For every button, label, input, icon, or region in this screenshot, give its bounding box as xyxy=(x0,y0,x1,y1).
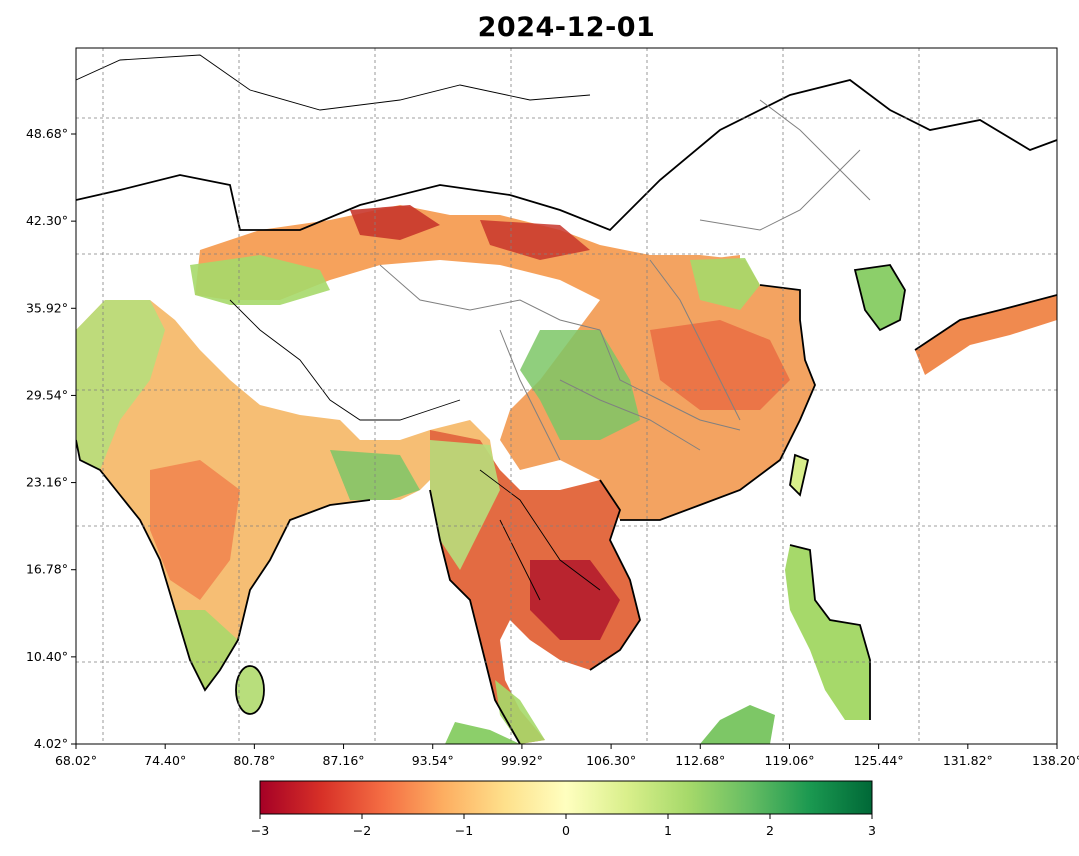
y-tick-label: 35.92° xyxy=(26,300,68,315)
colorbar-tick-label: −2 xyxy=(353,823,371,838)
colorbar xyxy=(259,780,873,815)
y-tick-label: 48.68° xyxy=(26,126,68,141)
x-axis: 68.02° 74.40° 80.78° 87.16° 93.54° 99.92° 106.… xyxy=(55,744,1079,768)
sri-lanka-region xyxy=(236,666,264,714)
x-tick-label: 106.30° xyxy=(586,753,636,768)
y-tick-label: 42.30° xyxy=(26,213,68,228)
x-tick-label: 74.40° xyxy=(144,753,186,768)
y-axis: 48.68° 42.30° 35.92° 29.54° 23.16° 16.78° 10.4… xyxy=(26,126,76,751)
xinjiang-red xyxy=(350,205,440,240)
country-borders xyxy=(76,54,601,601)
mongolia-red xyxy=(480,220,590,260)
thailand-red xyxy=(530,560,620,640)
east-china-region xyxy=(500,255,815,520)
malay-green xyxy=(495,680,545,744)
colorbar-tick-label: 0 xyxy=(562,823,570,838)
x-tick-label: 131.82° xyxy=(943,753,993,768)
north-china-green xyxy=(690,258,760,310)
x-tick-label: 112.68° xyxy=(675,753,725,768)
colorbar-tick-label: 1 xyxy=(664,823,672,838)
myanmar-green xyxy=(430,440,500,570)
india-south-green xyxy=(175,610,238,690)
korea-region xyxy=(855,265,905,330)
central-china-green xyxy=(520,330,640,440)
gridlines xyxy=(76,48,1057,744)
borneo-region xyxy=(700,705,775,744)
xinjiang-green xyxy=(190,255,330,305)
east-china-red xyxy=(650,320,790,410)
taiwan-region xyxy=(790,455,808,495)
y-tick-label: 16.78° xyxy=(26,562,68,577)
colorbar-ticks: −3 −2 −1 0 1 2 3 xyxy=(251,814,876,838)
y-tick-label: 10.40° xyxy=(26,649,68,664)
x-tick-label: 119.06° xyxy=(764,753,814,768)
x-tick-label: 125.44° xyxy=(854,753,904,768)
colorbar-tick-label: 3 xyxy=(868,823,876,838)
sumatra-region xyxy=(445,722,520,744)
india-west-green xyxy=(76,300,165,470)
y-tick-label: 4.02° xyxy=(34,736,68,751)
colorbar-tick-label: −3 xyxy=(251,823,269,838)
japan-region xyxy=(915,295,1057,375)
x-tick-label: 87.16° xyxy=(323,753,365,768)
map-frame xyxy=(75,47,1058,745)
x-tick-label: 93.54° xyxy=(412,753,454,768)
india-central-red xyxy=(150,460,240,600)
y-tick-label: 29.54° xyxy=(26,387,68,402)
map-title: 2024-12-01 xyxy=(477,12,656,43)
colorbar-tick-label: 2 xyxy=(766,823,774,838)
x-tick-label: 68.02° xyxy=(55,753,97,768)
coastlines xyxy=(76,79,1057,744)
colorbar-tick-label: −1 xyxy=(455,823,473,838)
x-tick-label: 138.20° xyxy=(1032,753,1079,768)
india-region xyxy=(76,300,495,690)
x-tick-label: 80.78° xyxy=(233,753,275,768)
philippines-region xyxy=(785,545,870,720)
x-tick-label: 99.92° xyxy=(501,753,543,768)
map-layers xyxy=(76,54,1057,744)
y-tick-label: 23.16° xyxy=(26,475,68,490)
